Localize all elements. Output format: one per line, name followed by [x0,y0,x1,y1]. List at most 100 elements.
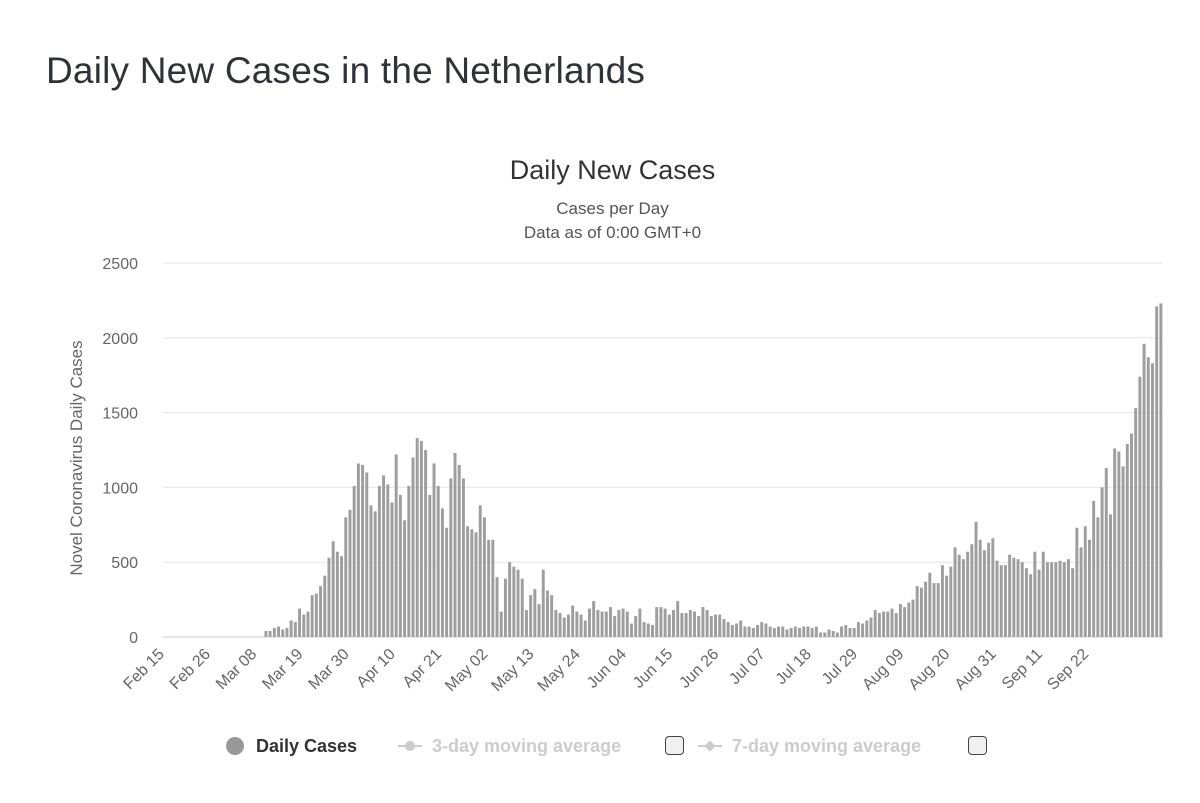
bar[interactable] [848,628,852,637]
bar[interactable] [575,611,579,637]
bar[interactable] [924,581,928,637]
bar[interactable] [705,610,709,637]
bar[interactable] [743,626,747,637]
bar[interactable] [516,569,520,637]
bar[interactable] [936,583,940,637]
bar[interactable] [562,617,566,637]
bar[interactable] [882,611,886,637]
bar[interactable] [966,551,970,637]
bar[interactable] [701,607,705,637]
bar[interactable] [1109,514,1112,637]
bar[interactable] [298,608,302,637]
bar[interactable] [911,599,915,637]
bar[interactable] [382,475,386,637]
bar[interactable] [340,556,344,637]
bar[interactable] [373,511,377,637]
bar[interactable] [352,485,356,637]
bar[interactable] [978,539,982,637]
bar-series-daily-cases[interactable] [264,303,1163,638]
bar[interactable] [432,463,436,637]
bar[interactable] [1033,551,1037,637]
bar[interactable] [919,587,923,637]
bar[interactable] [604,611,608,637]
bar[interactable] [840,626,844,637]
bar[interactable] [718,614,722,637]
bar[interactable] [1083,526,1087,637]
bar[interactable] [323,575,327,637]
bar[interactable] [503,578,507,637]
bar[interactable] [403,520,407,637]
bar[interactable] [554,610,558,637]
bar[interactable] [684,613,688,637]
bar[interactable] [289,620,293,637]
bar[interactable] [1020,562,1024,637]
bar[interactable] [1050,562,1054,637]
bar[interactable] [785,629,789,637]
bar[interactable] [445,527,449,637]
bar[interactable] [823,632,827,637]
bar[interactable] [1024,568,1028,637]
bar[interactable] [453,452,457,637]
bar[interactable] [861,623,865,637]
bar[interactable] [676,601,680,637]
bar[interactable] [999,565,1003,637]
bar[interactable] [667,614,671,637]
bar[interactable] [751,628,755,637]
bar[interactable] [630,623,633,637]
bar[interactable] [764,623,768,637]
bar[interactable] [533,589,537,637]
bar[interactable] [394,454,398,637]
bar[interactable] [1062,562,1066,637]
bar[interactable] [491,539,495,637]
bar[interactable] [377,485,381,637]
bar[interactable] [466,526,470,637]
bar[interactable] [625,611,629,637]
bar[interactable] [1142,343,1146,637]
bar[interactable] [285,628,289,637]
bar[interactable] [844,625,848,637]
bar[interactable] [726,622,730,637]
bar[interactable] [1016,559,1020,637]
bar[interactable] [281,629,285,637]
bar[interactable] [869,617,873,637]
bar[interactable] [1066,559,1070,637]
bar[interactable] [793,626,797,637]
bar[interactable] [1113,448,1117,638]
bar[interactable] [856,622,860,637]
bar[interactable] [566,614,570,637]
bar[interactable] [344,517,348,637]
bar[interactable] [1138,376,1142,637]
bar[interactable] [424,450,428,637]
bar[interactable] [461,478,465,637]
bar[interactable] [1045,562,1049,637]
bar[interactable] [852,628,856,637]
bar[interactable] [810,628,814,637]
bar[interactable] [777,626,781,637]
bar[interactable] [1100,487,1104,637]
bar[interactable] [798,628,802,637]
bar[interactable] [898,604,902,637]
bar[interactable] [730,625,734,637]
bar[interactable] [529,595,533,637]
bar[interactable] [390,502,394,637]
bar[interactable] [419,441,423,637]
bar[interactable] [638,608,642,637]
bar[interactable] [1088,539,1091,637]
bar[interactable] [1054,562,1058,637]
bar[interactable] [835,632,839,637]
checkbox-7-day-average[interactable] [968,736,987,755]
bar[interactable] [802,626,806,637]
bar[interactable] [982,550,986,637]
bar[interactable] [747,626,751,637]
bar[interactable] [579,614,583,637]
bar[interactable] [361,464,365,637]
bar[interactable] [789,628,793,637]
bar[interactable] [970,544,974,637]
bar[interactable] [945,575,949,637]
bar[interactable] [814,626,818,637]
bar[interactable] [646,623,650,637]
bar[interactable] [655,607,659,637]
bar[interactable] [588,608,591,637]
bar[interactable] [545,590,549,637]
bar[interactable] [722,619,726,637]
